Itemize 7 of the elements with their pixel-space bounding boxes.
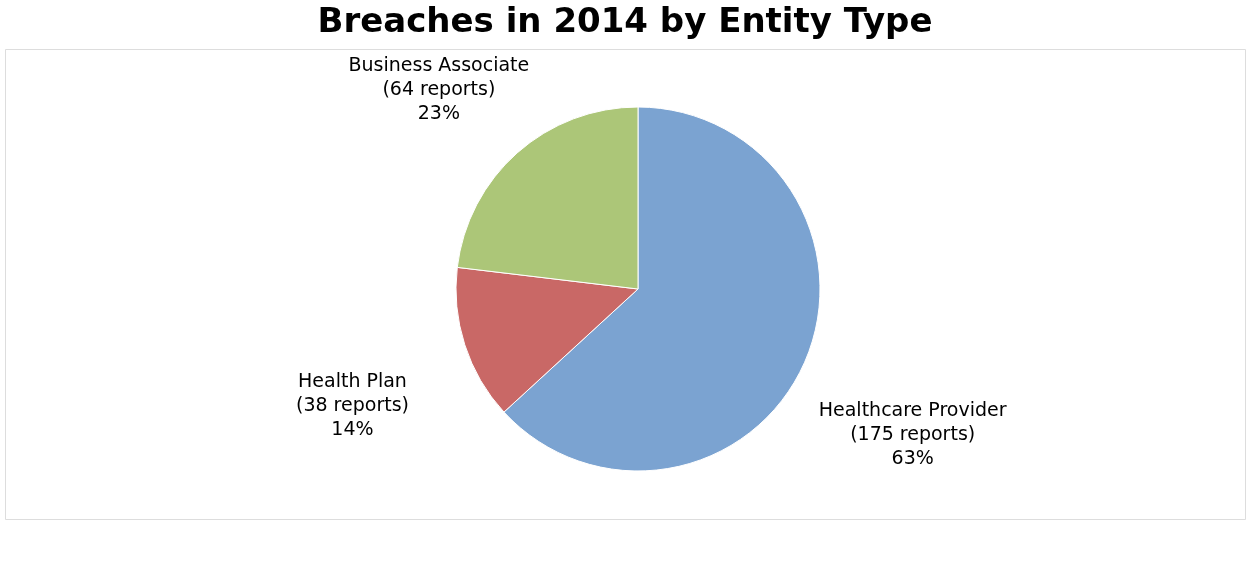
data-label: (38 reports) 14% [295,393,409,440]
slice-label: Healthcare Provider [818,397,1007,420]
data-label: (64 reports) 23% [382,76,496,123]
data-label: (175 reports) 63% [850,421,976,468]
chart-title: Breaches in 2014 by Entity Type [317,0,933,40]
slice-label: Business Associate [348,52,530,75]
slice-label: Health Plan [298,369,407,392]
